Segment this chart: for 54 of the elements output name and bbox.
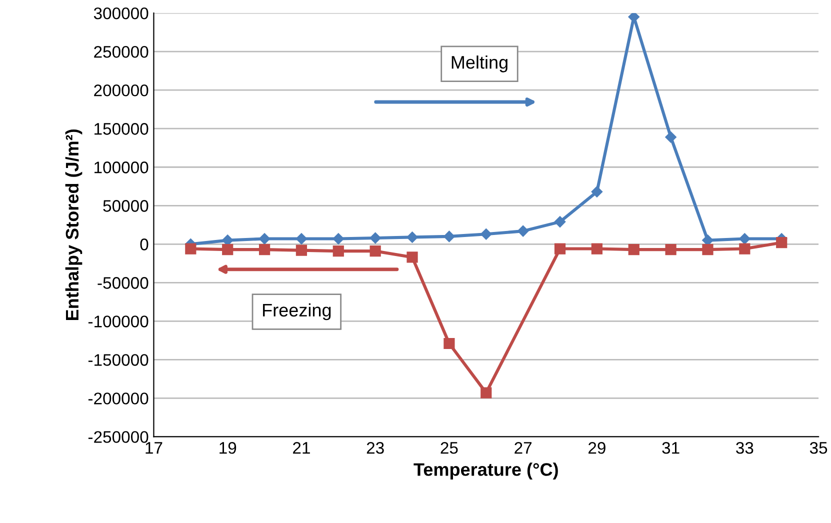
y-tick-label: 100000: [94, 162, 148, 174]
point: [296, 244, 308, 256]
y-tick-label: 150000: [94, 123, 148, 135]
x-tick-label: 21: [293, 442, 310, 454]
point: [480, 387, 492, 398]
point: [702, 244, 714, 256]
point: [406, 252, 418, 263]
x-tick-label: 27: [514, 442, 532, 454]
point: [665, 131, 676, 143]
point: [406, 232, 418, 243]
point: [591, 243, 602, 254]
y-tick-label: 50000: [103, 200, 148, 212]
annotation: Freezing: [263, 303, 331, 320]
point: [591, 186, 603, 198]
x-tick-label: 25: [440, 442, 458, 454]
point: [370, 246, 381, 257]
x-tick-label: 23: [366, 442, 384, 454]
x-axis-title: Temperature (°C): [414, 462, 558, 480]
y-tick-label: -250000: [88, 431, 148, 443]
point: [480, 228, 492, 240]
y-tick-label: -200000: [88, 392, 148, 404]
point: [739, 243, 750, 254]
annotation: Melting: [452, 55, 508, 72]
point: [665, 244, 676, 256]
point: [776, 237, 788, 248]
point: [628, 244, 640, 256]
y-tick-label: 0: [140, 238, 148, 250]
point: [444, 338, 455, 350]
x-tick-label: 35: [810, 442, 828, 454]
y-tick-label: 250000: [94, 46, 148, 58]
y-tick-label: -100000: [88, 316, 148, 328]
point: [554, 216, 566, 228]
y-tick-label: -150000: [88, 354, 148, 366]
point: [370, 232, 381, 244]
point: [185, 243, 196, 254]
point: [332, 233, 344, 244]
x-tick-label: 33: [736, 442, 754, 454]
point: [739, 233, 750, 244]
point: [258, 233, 270, 244]
point: [554, 243, 566, 254]
x-tick-label: 29: [588, 442, 606, 454]
x-tick-label: 19: [220, 442, 236, 454]
y-tick-label: 200000: [94, 84, 148, 96]
point: [258, 244, 270, 256]
x-tick-label: 31: [662, 442, 680, 454]
point: [517, 225, 529, 237]
y-tick-label: 300000: [94, 7, 148, 20]
y-axis-title: Enthalpy Stored (J/m²): [65, 129, 82, 320]
y-tick-label: -50000: [98, 277, 148, 289]
point: [332, 246, 344, 257]
x-tick-label: 17: [146, 442, 162, 454]
point: [296, 233, 308, 244]
point: [222, 244, 234, 256]
point: [444, 230, 455, 242]
